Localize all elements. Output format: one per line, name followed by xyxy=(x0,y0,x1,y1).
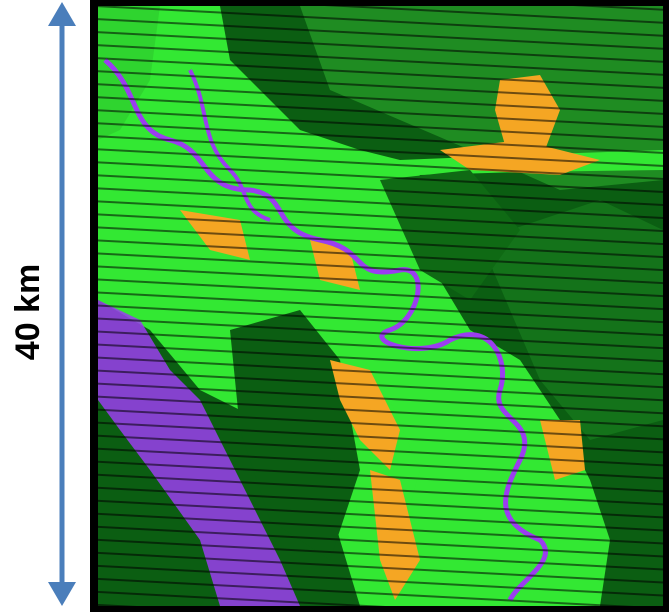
page: 40 km xyxy=(0,0,669,612)
arrow-head-top xyxy=(48,2,76,26)
scanline-artifacts xyxy=(98,6,663,606)
classified-map xyxy=(90,0,669,612)
scale-bar: 40 km xyxy=(9,2,76,606)
scale-label: 40 km xyxy=(9,264,47,360)
map-content xyxy=(98,6,663,606)
arrow-head-bottom xyxy=(48,582,76,606)
figure: 40 km xyxy=(0,0,669,612)
